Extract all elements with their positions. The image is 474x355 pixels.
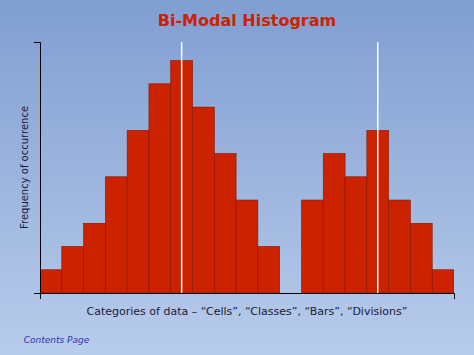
bar <box>258 247 280 293</box>
peak-line <box>377 42 379 293</box>
bar <box>345 177 367 293</box>
bar <box>62 247 84 293</box>
bar <box>410 223 432 293</box>
x-axis-line <box>41 294 455 300</box>
bar <box>323 154 345 293</box>
y-axis <box>34 43 41 294</box>
marks <box>40 42 454 293</box>
title: Bi-Modal Histogram <box>158 11 336 30</box>
peak-line <box>181 42 183 293</box>
bar <box>193 107 215 293</box>
chart: Bi-Modal Histogram Categories of data – “… <box>0 0 474 355</box>
bar <box>432 270 454 293</box>
plot <box>34 42 455 299</box>
y-axis-line <box>34 43 41 294</box>
bar <box>214 154 236 293</box>
footnote: Contents Page <box>24 335 90 345</box>
bar <box>127 130 149 293</box>
x-axis-title: Categories of data – “Cells”, “Classes”,… <box>87 305 408 318</box>
bar <box>84 223 106 293</box>
bar <box>301 200 323 293</box>
bar <box>105 177 127 293</box>
y-axis-title: Frequency of occurrence <box>19 106 30 229</box>
bar <box>40 270 62 293</box>
x-axis <box>41 294 455 300</box>
bar <box>389 200 411 293</box>
bar <box>149 84 171 293</box>
bar <box>236 200 258 293</box>
bar <box>280 293 302 294</box>
